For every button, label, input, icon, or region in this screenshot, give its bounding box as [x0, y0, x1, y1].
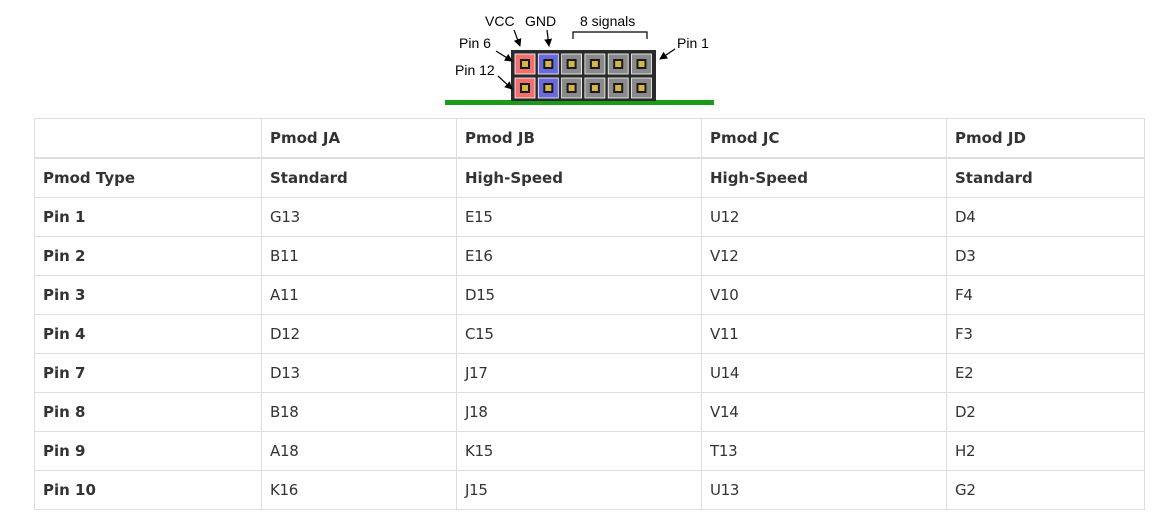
- row-label: Pin 7: [34, 353, 262, 393]
- pin-cell: D12: [261, 314, 457, 354]
- table-header-row: Pmod JA Pmod JB Pmod JC Pmod JD: [34, 118, 1145, 159]
- pin-contact: [545, 61, 552, 67]
- table-row: Pin 3 A11 D15 V10 F4: [34, 275, 1145, 315]
- pin-contact: [591, 85, 598, 91]
- pin-contact: [568, 85, 575, 91]
- gnd-label: GND: [525, 13, 556, 29]
- pin-contact: [638, 85, 645, 91]
- pin-cell: E2: [946, 353, 1145, 393]
- pin-contact: [615, 61, 622, 67]
- pin-cell: V12: [701, 236, 947, 276]
- row-label: Pin 1: [34, 197, 262, 237]
- pin1-arrow: [659, 48, 676, 60]
- connector-pins: [514, 53, 652, 99]
- pin-contact: [568, 61, 575, 67]
- vcc-arrow: [513, 29, 522, 47]
- pin1-label: Pin 1: [677, 35, 709, 51]
- type-cell: Standard: [946, 157, 1145, 198]
- row-label: Pin 3: [34, 275, 262, 315]
- row-label: Pin 8: [34, 392, 262, 432]
- pin-contact: [615, 85, 622, 91]
- pin12-label: Pin 12: [455, 62, 495, 78]
- pin-contact: [638, 61, 645, 67]
- table-row: Pin 9 A18 K15 T13 H2: [34, 431, 1145, 471]
- type-cell: High-Speed: [456, 157, 702, 198]
- pin-cell: D13: [261, 353, 457, 393]
- pmod-connector-svg: VCC GND 8 signals Pin 6 Pin 12 Pin 1: [445, 13, 714, 105]
- pin-cell: V10: [701, 275, 947, 315]
- gnd-arrow: [544, 29, 553, 47]
- pin-cell: C15: [456, 314, 702, 354]
- pin-cell: E15: [456, 197, 702, 237]
- pin-cell: D15: [456, 275, 702, 315]
- pin-cell: F3: [946, 314, 1145, 354]
- row-label: Pmod Type: [34, 157, 262, 198]
- pin-cell: A18: [261, 431, 457, 471]
- pin-cell: J15: [456, 470, 702, 510]
- pin-cell: T13: [701, 431, 947, 471]
- pcb-board: [445, 100, 714, 105]
- signals-label: 8 signals: [580, 13, 635, 29]
- row-label: Pin 4: [34, 314, 262, 354]
- pin6-label: Pin 6: [459, 35, 491, 51]
- vcc-label: VCC: [485, 13, 515, 29]
- pin-cell: K15: [456, 431, 702, 471]
- row-label: Pin 9: [34, 431, 262, 471]
- pin-cell: F4: [946, 275, 1145, 315]
- pin-cell: E16: [456, 236, 702, 276]
- pin-cell: U13: [701, 470, 947, 510]
- pin-cell: U12: [701, 197, 947, 237]
- pin-contact: [591, 61, 598, 67]
- table-row: Pin 4 D12 C15 V11 F3: [34, 314, 1145, 354]
- pin-cell: A11: [261, 275, 457, 315]
- pin-cell: U14: [701, 353, 947, 393]
- header-pmod-jc: Pmod JC: [701, 118, 947, 159]
- header-corner: [34, 118, 262, 159]
- pin-contact: [545, 85, 552, 91]
- table-row: Pin 10 K16 J15 U13 G2: [34, 470, 1145, 510]
- pin-contact: [522, 61, 528, 67]
- pin12-arrow: [497, 75, 513, 90]
- pin-cell: J17: [456, 353, 702, 393]
- table-row: Pin 7 D13 J17 U14 E2: [34, 353, 1145, 393]
- signals-bracket: [572, 31, 648, 39]
- header-pmod-ja: Pmod JA: [261, 118, 457, 159]
- pin-cell: B11: [261, 236, 457, 276]
- pin-cell: B18: [261, 392, 457, 432]
- table-row: Pin 1 G13 E15 U12 D4: [34, 197, 1145, 237]
- pin-cell: G2: [946, 470, 1145, 510]
- pin-cell: K16: [261, 470, 457, 510]
- table-row: Pin 2 B11 E16 V12 D3: [34, 236, 1145, 276]
- pin6-arrow: [495, 50, 513, 62]
- pin-cell: G13: [261, 197, 457, 237]
- pin-cell: D3: [946, 236, 1145, 276]
- pin-cell: V11: [701, 314, 947, 354]
- row-label: Pin 10: [34, 470, 262, 510]
- pmod-connector-diagram: VCC GND 8 signals Pin 6 Pin 12 Pin 1: [0, 0, 1170, 118]
- pmod-pin-table: Pmod JA Pmod JB Pmod JC Pmod JD Pmod Typ…: [34, 118, 1145, 510]
- type-cell: Standard: [261, 157, 457, 198]
- pin-cell: H2: [946, 431, 1145, 471]
- row-label: Pin 2: [34, 236, 262, 276]
- table-row: Pin 8 B18 J18 V14 D2: [34, 392, 1145, 432]
- pin-cell: D2: [946, 392, 1145, 432]
- header-pmod-jd: Pmod JD: [946, 118, 1145, 159]
- pin-cell: V14: [701, 392, 947, 432]
- header-pmod-jb: Pmod JB: [456, 118, 702, 159]
- pin-contact: [522, 85, 528, 91]
- pin-cell: J18: [456, 392, 702, 432]
- pin-cell: D4: [946, 197, 1145, 237]
- type-cell: High-Speed: [701, 157, 947, 198]
- pmod-type-row: Pmod Type Standard High-Speed High-Speed…: [34, 157, 1145, 198]
